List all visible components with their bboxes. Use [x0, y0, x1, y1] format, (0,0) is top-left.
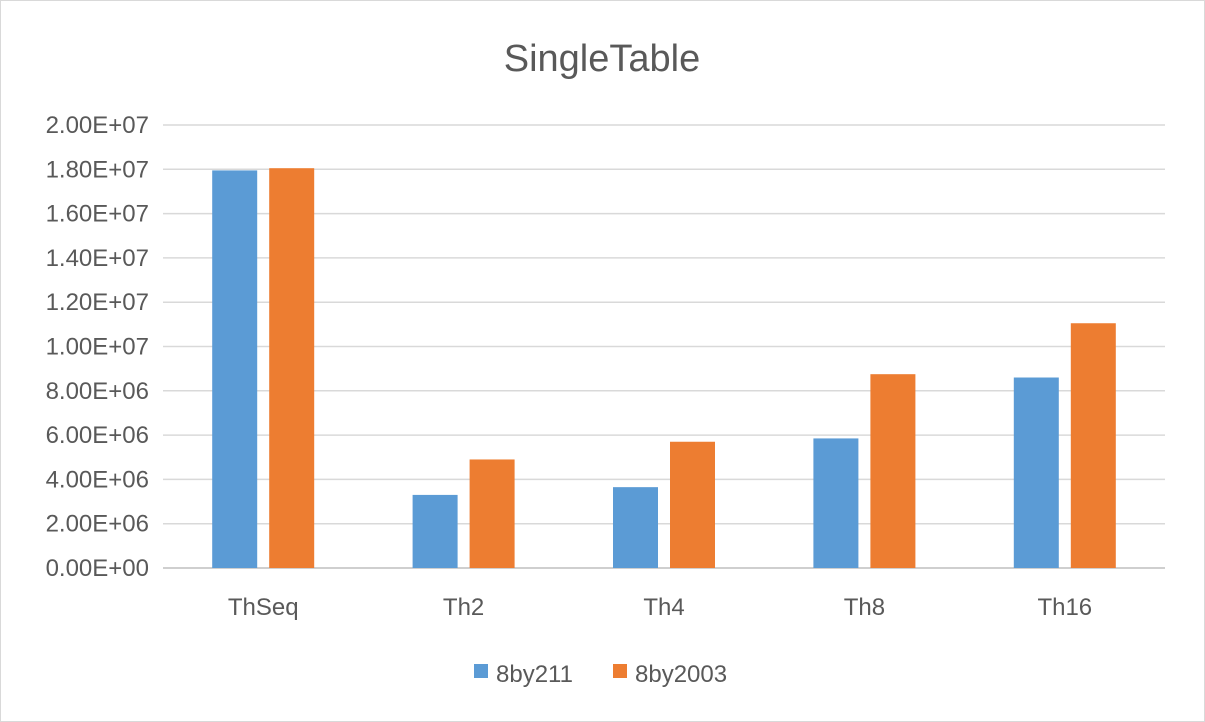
y-axis: 0.00E+00 2.00E+06 4.00E+06 6.00E+06 8.00E+06…: [46, 112, 149, 582]
x-tick-label: Th8: [844, 594, 885, 621]
bar-8by211-Th8: [813, 438, 859, 568]
y-tick-label: 2.00E+06: [46, 511, 149, 538]
bar-8by211-Th4: [613, 487, 658, 568]
y-tick-label: 0.00E+00: [46, 555, 149, 582]
bar-8by211-ThSeq: [212, 170, 258, 568]
y-tick-label: 1.20E+07: [46, 289, 149, 316]
x-axis: ThSeq Th2 Th4 Th8 Th16: [228, 594, 1092, 621]
chart-title: SingleTable: [504, 38, 700, 80]
bar-8by2003-Th16: [1070, 323, 1116, 568]
legend-label: 8by211: [496, 661, 573, 688]
legend-swatch-8by211: [474, 664, 488, 678]
bar-8by211-Th2: [412, 494, 458, 568]
bar-8by211-Th16: [1013, 377, 1059, 568]
bar-8by2003-Th8: [870, 374, 916, 568]
y-tick-label: 1.60E+07: [46, 201, 149, 228]
y-tick-label: 2.00E+07: [46, 112, 149, 139]
x-tick-label: Th4: [643, 594, 684, 621]
x-tick-label: ThSeq: [228, 594, 299, 621]
y-tick-label: 1.40E+07: [46, 245, 149, 272]
gridlines: [163, 124, 1165, 569]
legend-label: 8by2003: [635, 661, 727, 688]
legend: 8by211 8by2003: [474, 661, 727, 688]
bars: [212, 168, 1116, 568]
y-tick-label: 6.00E+06: [46, 422, 149, 449]
legend-swatch-8by2003: [613, 664, 627, 678]
bar-8by2003-ThSeq: [269, 168, 315, 568]
y-tick-label: 4.00E+06: [46, 466, 149, 493]
x-tick-label: Th16: [1037, 594, 1092, 621]
bar-8by2003-Th2: [469, 459, 515, 568]
x-tick-label: Th2: [443, 594, 484, 621]
y-tick-label: 1.00E+07: [46, 334, 149, 361]
y-tick-label: 8.00E+06: [46, 378, 149, 405]
y-tick-label: 1.80E+07: [46, 156, 149, 183]
bar-8by2003-Th4: [670, 441, 715, 568]
